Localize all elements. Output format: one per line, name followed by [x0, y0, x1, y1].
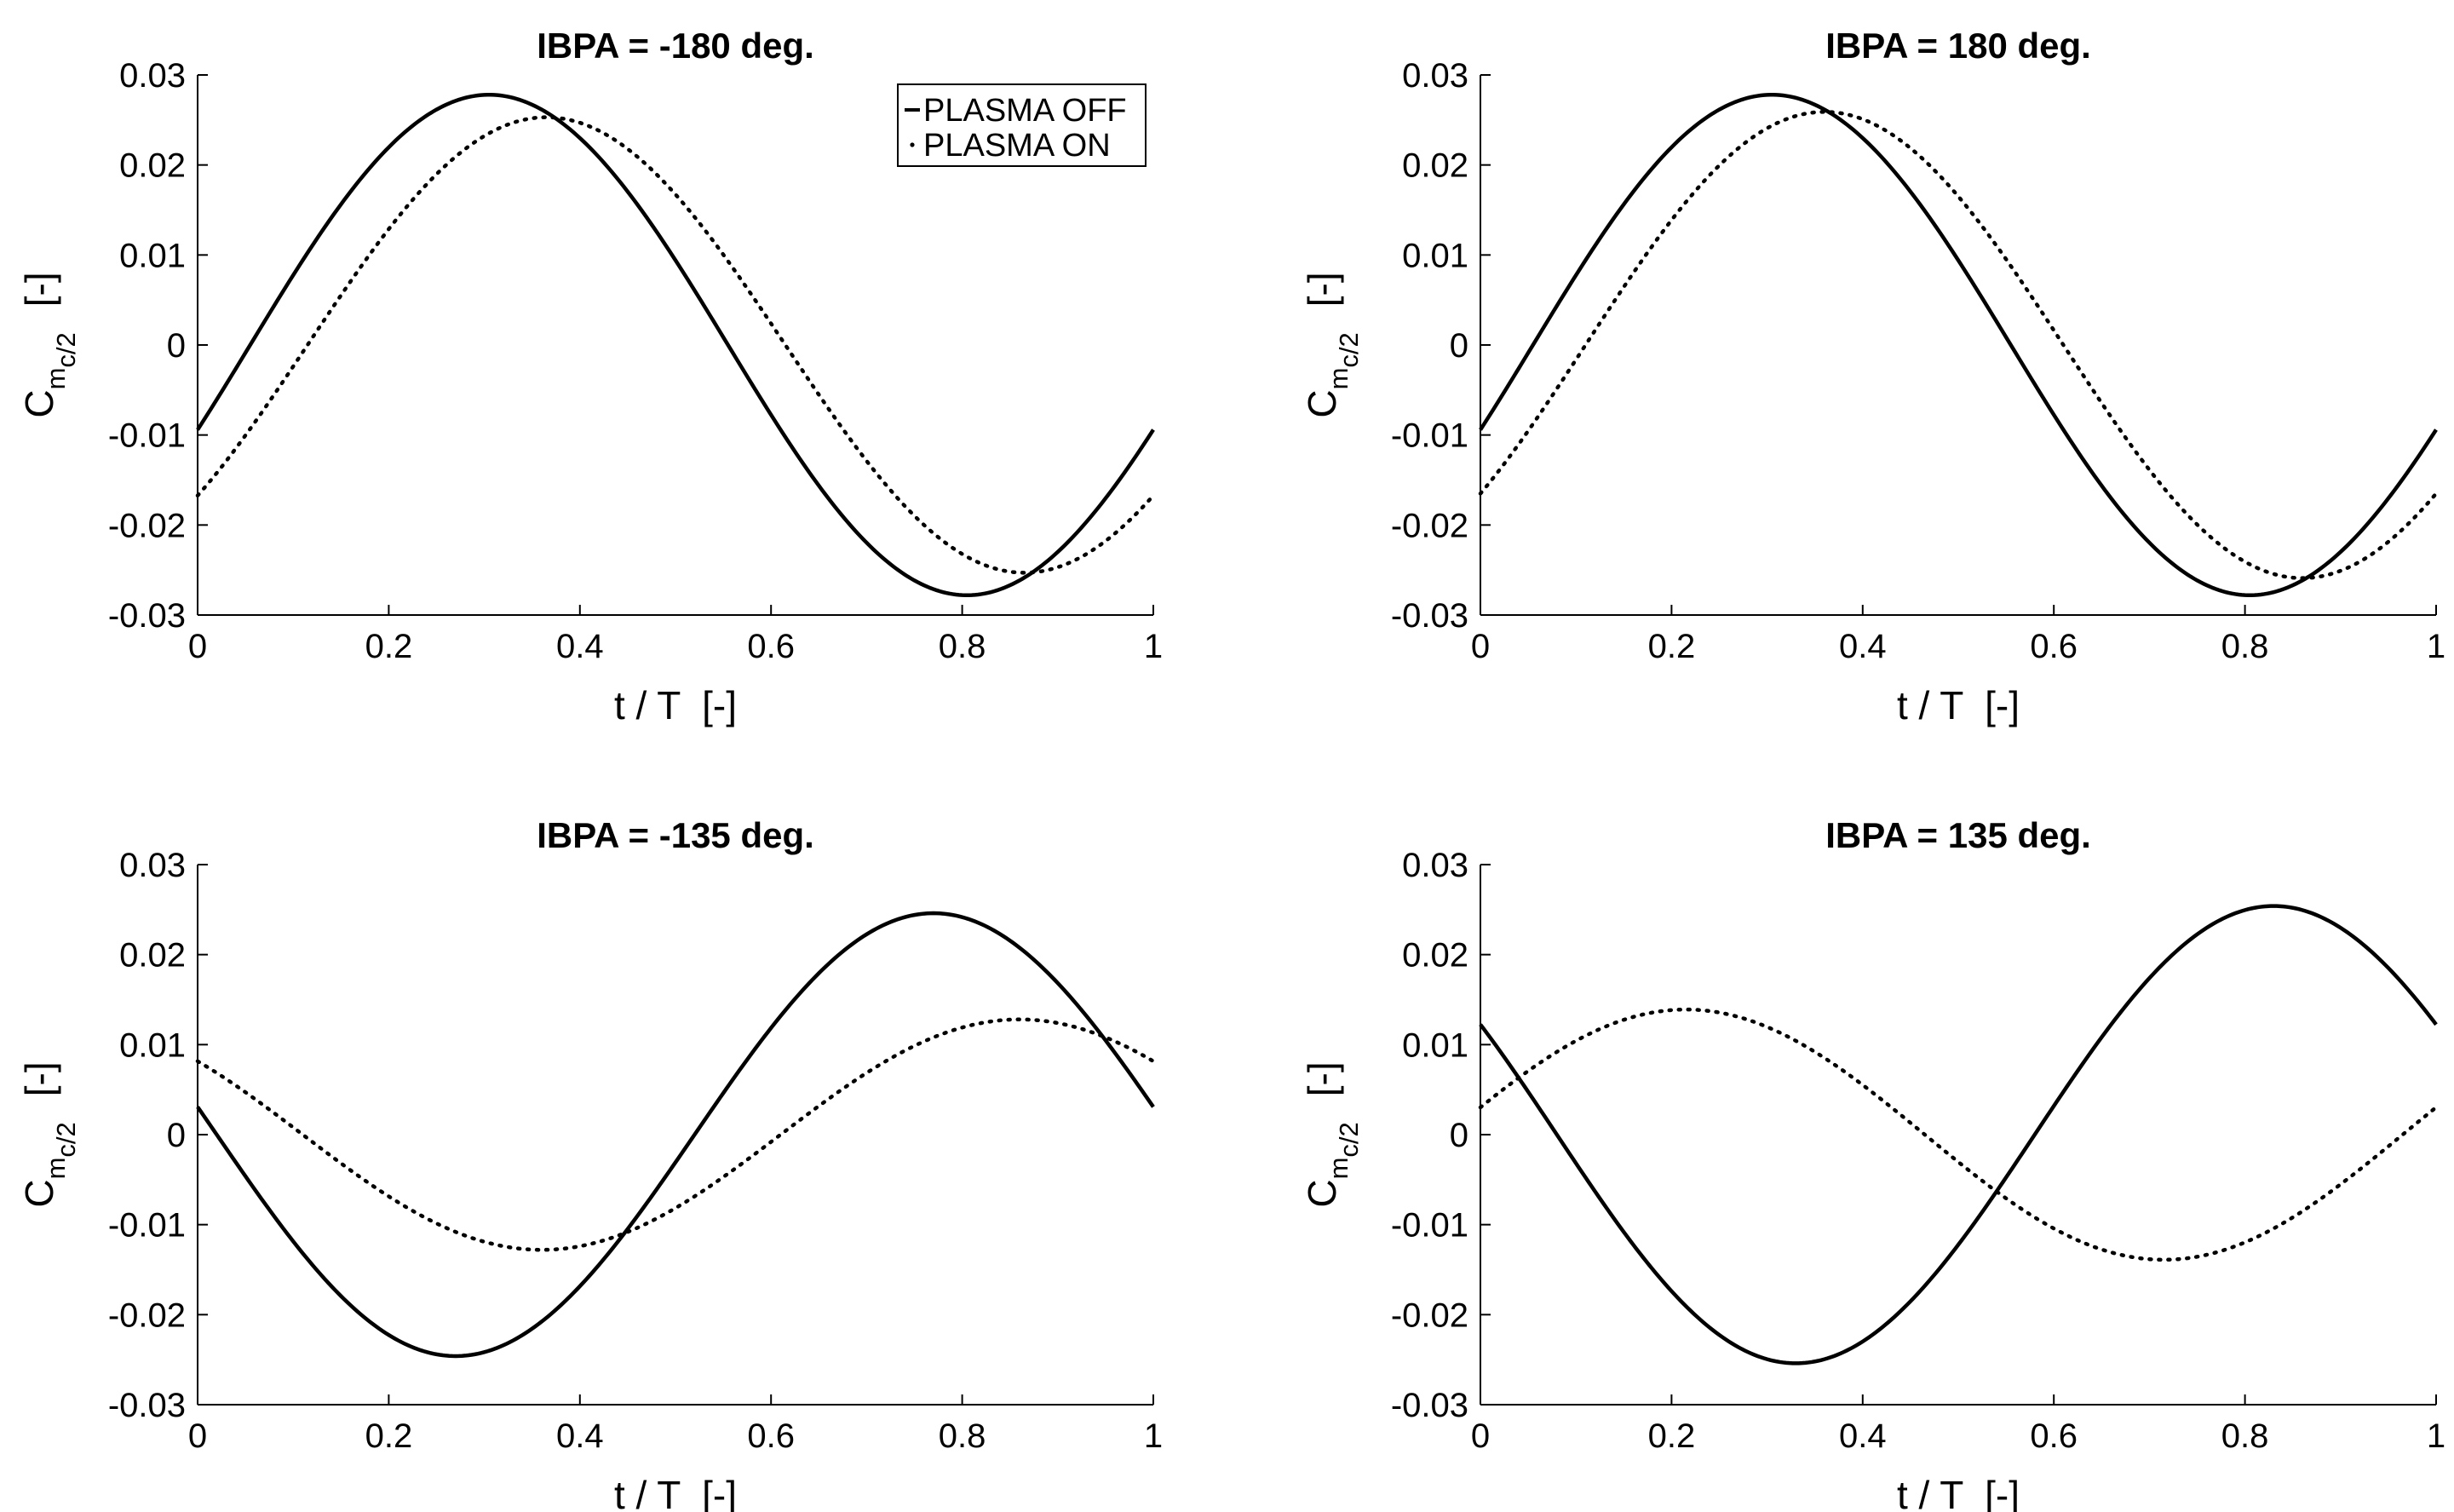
y-tick-label: 0: [167, 1117, 186, 1154]
y-label-symbol: C: [17, 389, 61, 417]
y-label-symbol: C: [17, 1179, 61, 1207]
y-label-symbol: C: [1300, 1179, 1344, 1207]
x-tick-label: 1: [2427, 1417, 2445, 1455]
y-tick-label: 0.03: [1402, 847, 1468, 884]
y-tick-label: 0.02: [119, 147, 186, 185]
legend-label: PLASMA ON: [923, 128, 1111, 164]
y-label-unit: [-]: [17, 1061, 61, 1096]
y-axis-label: Cmc/2 [-]: [17, 272, 81, 417]
panel-ibpa-minus-180: 0 0.2 0.4 0.6 0.8 1 -0.03 -0.02 -0.01 0 0.01 0.02 0.…: [17, 26, 1163, 727]
series-line-plasma-off: [1479, 904, 2438, 1365]
y-label-sub: m: [1324, 368, 1353, 390]
y-axis-label: Cmc/2 [-]: [1300, 272, 1364, 417]
x-tick-label: 0: [188, 628, 207, 665]
y-label-subsub: c/2: [51, 1122, 81, 1157]
x-tick-label: 0.8: [2221, 628, 2269, 665]
chart-title: IBPA = -180 deg.: [537, 26, 814, 66]
x-tick-label: 0.8: [939, 628, 986, 665]
chart-title: IBPA = -135 deg.: [537, 815, 814, 855]
x-tick-label: 0.4: [556, 628, 604, 665]
panel-ibpa-minus-135: 0 0.2 0.4 0.6 0.8 1 -0.03 -0.02 -0.01 0 0.01 0.02 0.…: [17, 815, 1163, 1512]
y-label-unit: [-]: [17, 272, 61, 307]
legend-box: [897, 83, 1147, 167]
y-label-subsub: c/2: [1334, 332, 1364, 367]
x-axis-label: t / T [-]: [614, 1473, 737, 1512]
series-line-plasma-off: [1479, 93, 2438, 597]
x-tick-label: 0.4: [1839, 628, 1887, 665]
chart-title: IBPA = 180 deg.: [1825, 26, 2091, 66]
panel-ibpa-180: 0 0.2 0.4 0.6 0.8 1 -0.03 -0.02 -0.01 0 0.01 0.02 0.…: [1300, 26, 2445, 727]
y-label-sub: m: [1324, 1158, 1353, 1180]
x-tick-label: 1: [1144, 628, 1163, 665]
x-tick-label: 0: [1471, 1417, 1490, 1455]
x-axis-label: t / T [-]: [1897, 683, 2020, 727]
x-tick-label: 0: [1471, 628, 1490, 665]
y-tick-label: 0.01: [119, 237, 186, 274]
y-label-subsub: c/2: [51, 332, 81, 367]
x-tick-label: 1: [1144, 1417, 1163, 1455]
series-line-plasma-on: [1478, 1007, 2439, 1262]
x-tick-label: 0.4: [556, 1417, 604, 1455]
y-axis-label: Cmc/2 [-]: [17, 1061, 81, 1207]
series-line-plasma-on: [195, 1017, 1156, 1252]
y-label-sub: m: [41, 1158, 71, 1180]
y-tick-label: 0.02: [1402, 147, 1468, 185]
y-tick-label: 0.01: [1402, 237, 1468, 274]
y-label-unit: [-]: [1300, 272, 1344, 307]
x-tick-label: 0.2: [365, 1417, 413, 1455]
y-tick-label: -0.03: [1391, 597, 1468, 635]
series-line-plasma-on: [1478, 110, 2439, 580]
y-tick-label: -0.02: [108, 507, 186, 544]
x-axis-label: t / T [-]: [614, 683, 737, 727]
x-tick-label: 0.8: [2221, 1417, 2269, 1455]
x-tick-label: 1: [2427, 628, 2445, 665]
x-tick-label: 0: [188, 1417, 207, 1455]
y-label-sub: m: [41, 368, 71, 390]
x-tick-label: 0.2: [1648, 1417, 1696, 1455]
y-tick-label: -0.03: [108, 1387, 186, 1424]
y-tick-label: 0: [1450, 1117, 1468, 1154]
y-tick-label: -0.02: [108, 1296, 186, 1334]
y-tick-label: -0.01: [1391, 1207, 1468, 1245]
x-tick-label: 0.6: [747, 1417, 795, 1455]
y-tick-label: 0.02: [119, 937, 186, 974]
x-tick-label: 0.2: [365, 628, 413, 665]
legend-swatch-dotted: [910, 142, 915, 147]
x-tick-label: 0.2: [1648, 628, 1696, 665]
y-tick-label: 0.02: [1402, 937, 1468, 974]
x-tick-label: 0.4: [1839, 1417, 1887, 1455]
y-tick-label: -0.03: [1391, 1387, 1468, 1424]
legend-label: PLASMA OFF: [923, 93, 1127, 129]
y-tick-label: 0.03: [1402, 57, 1468, 95]
y-tick-label: 0.03: [119, 847, 186, 884]
y-tick-label: -0.01: [1391, 417, 1468, 455]
panel-ibpa-135: 0 0.2 0.4 0.6 0.8 1 -0.03 -0.02 -0.01 0 0.01 0.02 0.…: [1300, 815, 2445, 1512]
y-tick-label: 0.01: [1402, 1026, 1468, 1064]
x-tick-label: 0.6: [2030, 628, 2078, 665]
y-label-unit: [-]: [1300, 1061, 1344, 1096]
y-tick-label: 0: [1450, 327, 1468, 365]
y-label-symbol: C: [1300, 389, 1344, 417]
series-line-plasma-on: [195, 115, 1156, 575]
y-tick-label: -0.02: [1391, 507, 1468, 544]
x-tick-label: 0.6: [2030, 1417, 2078, 1455]
y-tick-label: -0.02: [1391, 1296, 1468, 1334]
y-axis-label: Cmc/2 [-]: [1300, 1061, 1364, 1207]
y-tick-label: -0.01: [108, 417, 186, 455]
y-tick-label: 0: [167, 327, 186, 365]
series-line-plasma-off: [196, 911, 1155, 1359]
x-tick-label: 0.6: [747, 628, 795, 665]
y-tick-label: -0.01: [108, 1207, 186, 1245]
series-line-plasma-off: [196, 93, 1155, 597]
x-axis-label: t / T [-]: [1897, 1473, 2020, 1512]
y-tick-label: 0.03: [119, 57, 186, 95]
x-tick-label: 0.8: [939, 1417, 986, 1455]
y-tick-label: 0.01: [119, 1026, 186, 1064]
y-label-subsub: c/2: [1334, 1122, 1364, 1157]
chart-title: IBPA = 135 deg.: [1825, 815, 2091, 855]
y-tick-label: -0.03: [108, 597, 186, 635]
